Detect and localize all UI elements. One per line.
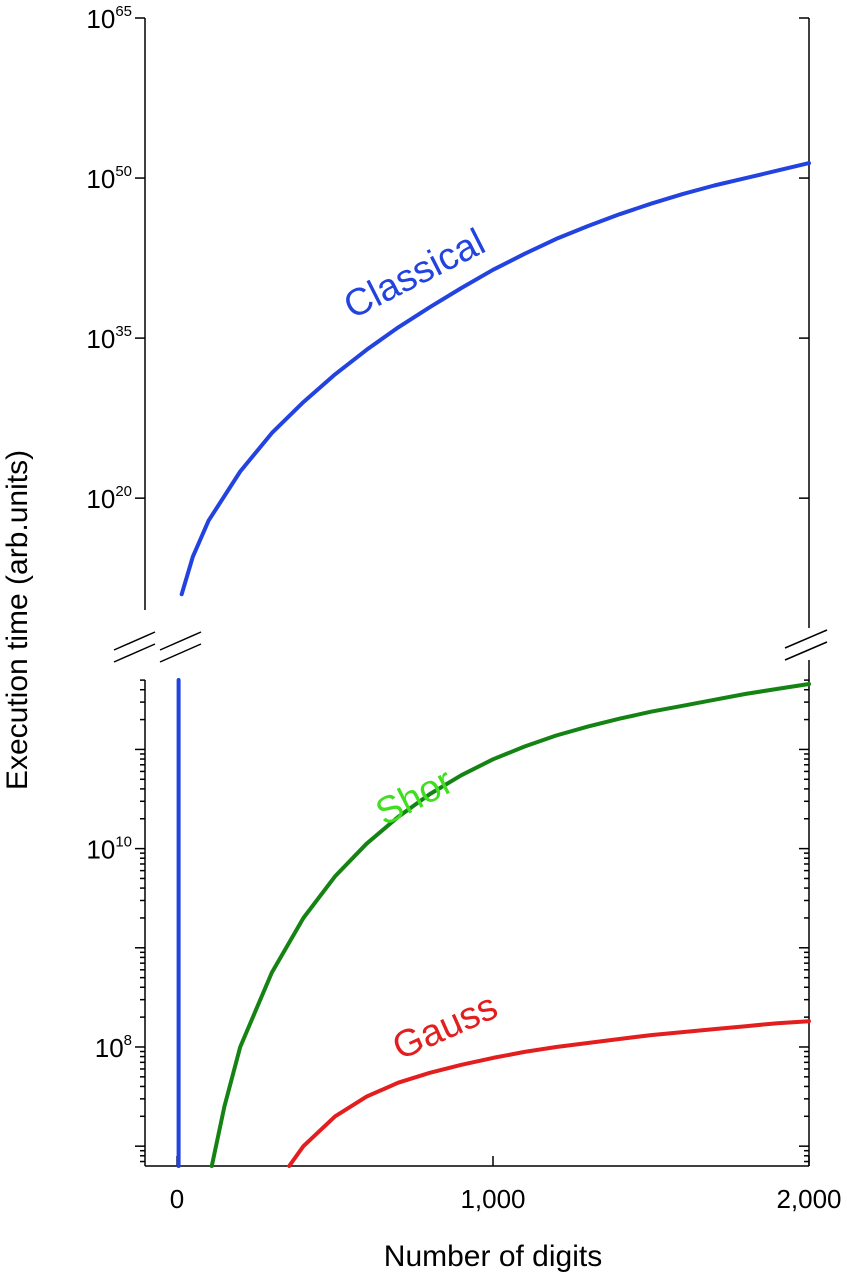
series-lines — [176, 161, 811, 1168]
series-label-shor: Shor — [369, 760, 460, 834]
y-tick-label: 1010 — [86, 834, 132, 865]
y-axis-title: Execution time (arb.units) — [1, 450, 34, 790]
y-tick-label: 1035 — [86, 323, 132, 354]
y-tick-label: 1050 — [86, 163, 132, 194]
axis-break-mark — [113, 643, 156, 663]
axis-break-mark — [784, 641, 828, 661]
x-tick-label: 1,000 — [460, 1184, 525, 1214]
series-line-classical — [179, 161, 811, 597]
y-tick-label: 108 — [95, 1032, 132, 1063]
series-line-shor — [209, 682, 811, 1168]
axis-break-mark — [159, 643, 202, 663]
y-tick-label: 1020 — [86, 483, 132, 514]
axis-break-mark — [159, 631, 202, 651]
series-label-classical: Classical — [337, 221, 492, 327]
tick-labels: 1065 1050 1035 1020 1010 108 0 1,000 2,000 Classi… — [86, 3, 841, 1214]
x-tick-label: 2,000 — [776, 1184, 841, 1214]
x-axis-title: Number of digits — [384, 1240, 602, 1273]
axis-break-mark — [784, 629, 828, 649]
y-tick-label: 1065 — [86, 3, 132, 34]
axis-break-mark — [113, 631, 156, 651]
x-tick-label: 0 — [170, 1184, 184, 1214]
series-label-gauss: Gauss — [386, 986, 503, 1069]
axes-frame — [113, 17, 828, 1167]
series-line-gauss — [287, 1019, 811, 1168]
